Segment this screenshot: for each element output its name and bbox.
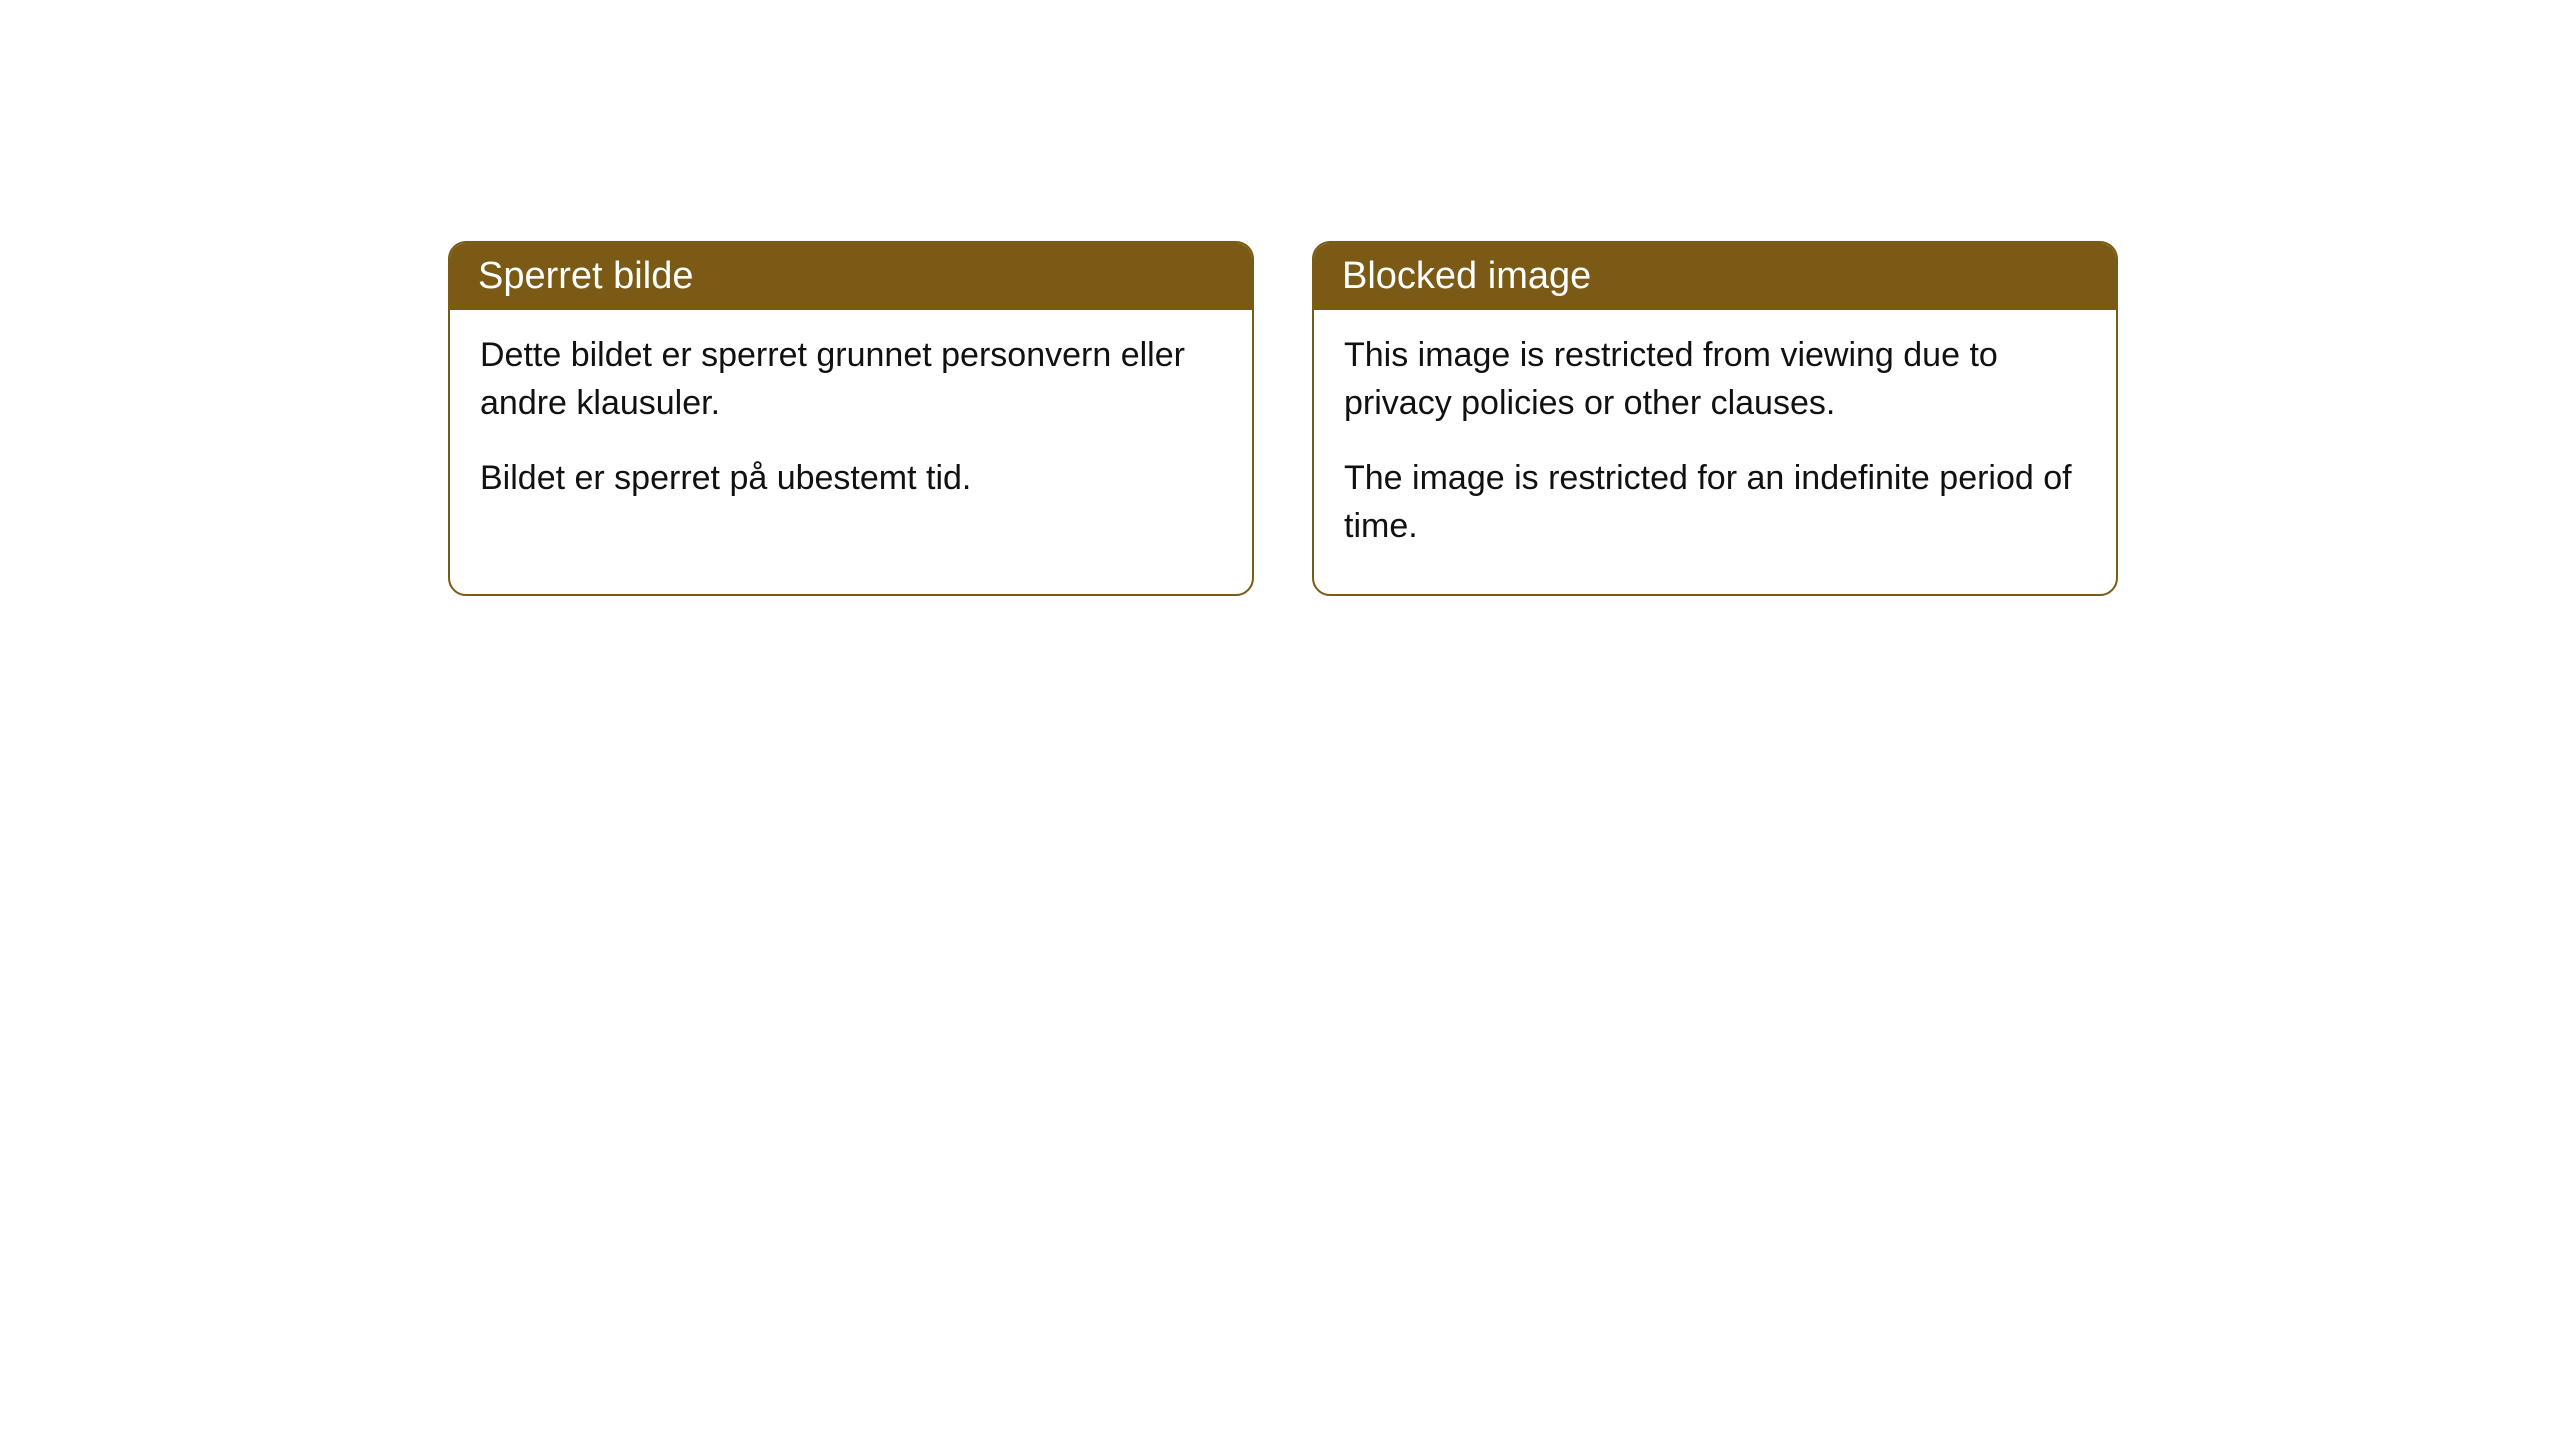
notice-container: Sperret bilde Dette bildet er sperret gr… (448, 241, 2118, 596)
notice-card-english: Blocked image This image is restricted f… (1312, 241, 2118, 596)
notice-paragraph: The image is restricted for an indefinit… (1344, 455, 2086, 550)
notice-paragraph: Dette bildet er sperret grunnet personve… (480, 332, 1222, 427)
notice-card-title: Blocked image (1314, 243, 2116, 310)
notice-card-title: Sperret bilde (450, 243, 1252, 310)
notice-paragraph: Bildet er sperret på ubestemt tid. (480, 455, 1222, 503)
notice-card-body: Dette bildet er sperret grunnet personve… (450, 310, 1252, 547)
notice-card-body: This image is restricted from viewing du… (1314, 310, 2116, 594)
notice-card-norwegian: Sperret bilde Dette bildet er sperret gr… (448, 241, 1254, 596)
notice-paragraph: This image is restricted from viewing du… (1344, 332, 2086, 427)
